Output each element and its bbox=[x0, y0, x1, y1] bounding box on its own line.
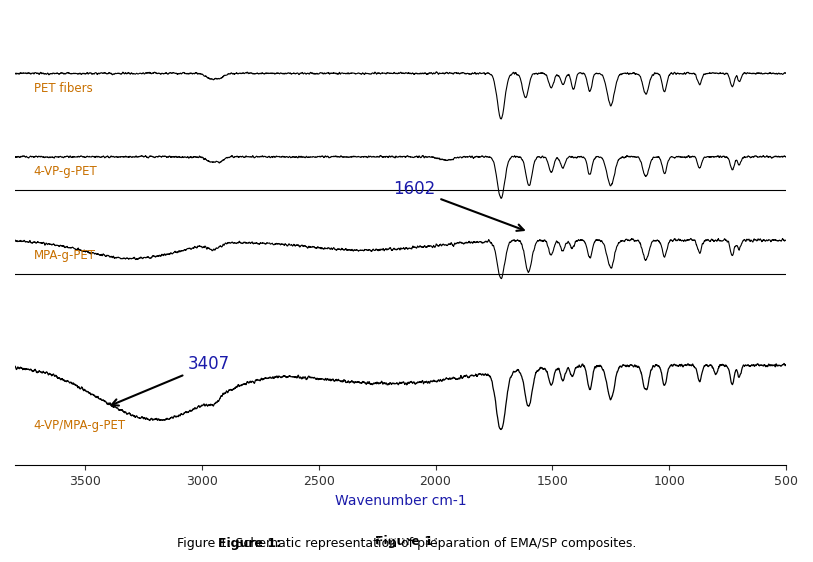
Text: Figure 1: Schematic representation of preparation of EMA/SP composites.: Figure 1: Schematic representation of pr… bbox=[176, 535, 637, 548]
Text: PET fibers: PET fibers bbox=[33, 82, 93, 95]
Text: 4-VP-g-PET: 4-VP-g-PET bbox=[33, 165, 98, 178]
Text: Figure 1: Schematic representation of preparation of EMA/SP composites.: Figure 1: Schematic representation of pr… bbox=[176, 537, 637, 550]
Text: Figure 1:: Figure 1: bbox=[218, 537, 281, 550]
Text: Figure 1:: Figure 1: bbox=[375, 535, 438, 548]
Text: MPA-g-PET: MPA-g-PET bbox=[33, 249, 96, 262]
X-axis label: Wavenumber cm-1: Wavenumber cm-1 bbox=[335, 493, 467, 507]
Text: 1602: 1602 bbox=[393, 180, 524, 231]
Text: 4-VP/MPA-g-PET: 4-VP/MPA-g-PET bbox=[33, 419, 126, 432]
Text: 3407: 3407 bbox=[111, 356, 230, 406]
